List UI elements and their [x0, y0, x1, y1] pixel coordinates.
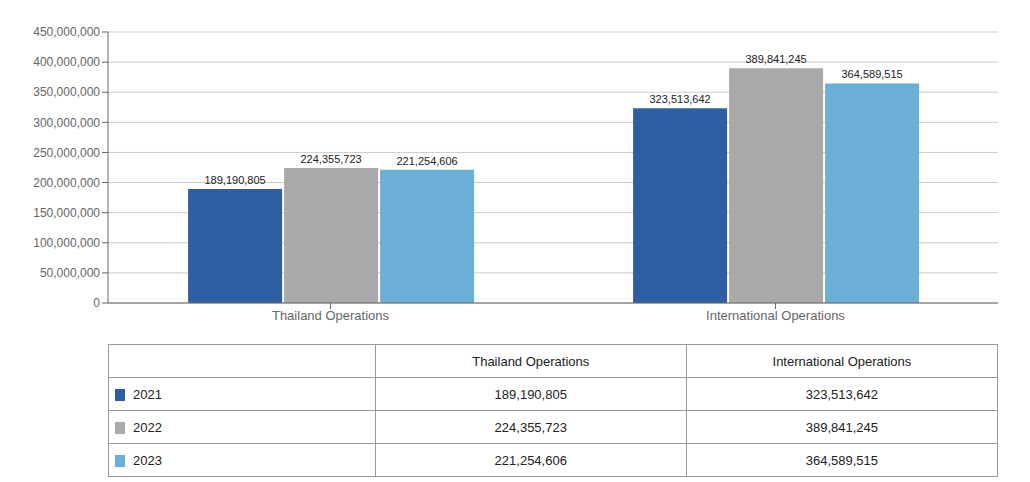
html-text:189,190,805: 189,190,805: [494, 386, 567, 402]
html-text:2022: 2022: [133, 420, 162, 435]
html-text:2021: 2021: [133, 387, 162, 402]
svg-text:350,000,000: 350,000,000: [33, 85, 100, 99]
svg-text:Thailand Operations: Thailand Operations: [272, 308, 390, 323]
svg-text:450,000,000: 450,000,000: [33, 25, 100, 39]
svg-text:323,513,642: 323,513,642: [650, 93, 711, 105]
html-text:221,254,606: 221,254,606: [494, 452, 567, 468]
svg-text:100,000,000: 100,000,000: [33, 236, 100, 250]
html-text:224,355,723: 224,355,723: [494, 419, 567, 435]
svg-text:221,254,606: 221,254,606: [397, 155, 458, 167]
svg-text:389,841,245: 389,841,245: [746, 53, 807, 65]
svg-text:224,355,723: 224,355,723: [301, 153, 362, 165]
svg-text:0: 0: [93, 296, 100, 310]
svg-text:50,000,000: 50,000,000: [40, 266, 100, 280]
svg-text:International Operations: International Operations: [706, 308, 845, 323]
html-text:364,589,515: 364,589,515: [805, 452, 879, 468]
svg-text:400,000,000: 400,000,000: [33, 55, 100, 69]
svg-text:200,000,000: 200,000,000: [33, 176, 100, 190]
html-text:323,513,642: 323,513,642: [805, 386, 879, 402]
svg-text:300,000,000: 300,000,000: [33, 116, 100, 130]
svg-text:189,190,805: 189,190,805: [205, 174, 266, 186]
html-text:389,841,245: 389,841,245: [805, 419, 879, 435]
html-text:Thailand Operations: Thailand Operations: [472, 353, 590, 369]
svg-text:364,589,515: 364,589,515: [842, 68, 903, 80]
html-text:2023: 2023: [133, 453, 162, 468]
html-text:International Operations: International Operations: [772, 353, 912, 369]
svg-text:150,000,000: 150,000,000: [33, 206, 100, 220]
svg-text:250,000,000: 250,000,000: [33, 146, 100, 160]
